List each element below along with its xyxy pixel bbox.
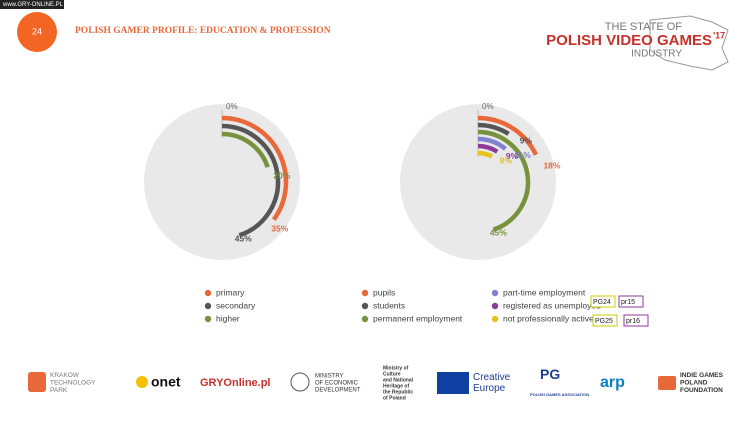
logo-icon (28, 372, 46, 392)
logo-text: OF ECONOMIC (315, 381, 359, 387)
logo-text: the Republic (383, 389, 413, 395)
logo-text: and National (383, 377, 414, 383)
data-label: 18% (543, 160, 560, 170)
tag-box (623, 314, 649, 327)
tag-text: pr15 (621, 299, 635, 306)
legend-label: higher (216, 313, 240, 323)
logo-text: INDIE GAMES (680, 372, 724, 379)
logo-text: Ministry of (383, 365, 409, 371)
logo-text: PG (540, 366, 560, 382)
radial-bar (477, 143, 499, 154)
legend-swatch (204, 315, 212, 323)
legend-swatch (204, 302, 212, 310)
tag-text: PG25 (595, 318, 613, 325)
radial-bar (477, 129, 531, 232)
legend-label: primary (216, 287, 245, 297)
legend-label: students (373, 300, 405, 310)
logo-text: TECHNOLOGY (50, 380, 96, 387)
tick-label: 0% (226, 102, 238, 111)
tag-text: pr16 (626, 318, 640, 325)
tick-label: 0% (482, 102, 494, 111)
logo-line: THE STATE OF (605, 21, 682, 33)
data-label: 20% (273, 171, 290, 181)
logo-icon (658, 376, 676, 390)
logo-text: Creative (473, 372, 511, 383)
radial-bar (477, 136, 507, 151)
tags: PG24 pr15 PG25 pr16 (590, 295, 649, 327)
logo-text: of Poland (383, 395, 406, 401)
logo-text: POLISH GAMES ASSOCIATION (530, 392, 589, 397)
logo-text: FOUNDATION (680, 387, 723, 394)
tag-box (590, 295, 616, 308)
data-label: 11% (514, 150, 531, 160)
legend-swatch (491, 315, 499, 323)
logo-text: MINISTRY (315, 374, 344, 380)
data-label: 9% (506, 151, 519, 161)
logo-text: PARK (50, 387, 68, 394)
data-label: 45% (490, 228, 507, 238)
logo-icon (437, 372, 469, 394)
logo-line: INDUSTRY (631, 49, 682, 60)
legend-swatch (361, 315, 369, 323)
legend-label: registered as unemployed (503, 300, 601, 310)
legend-swatch (491, 302, 499, 310)
logo-text: Europe (473, 383, 506, 394)
legend-label: pupils (373, 287, 395, 297)
legend-swatch (361, 289, 369, 297)
legend-swatch (204, 289, 212, 297)
legend-label: secondary (216, 300, 256, 310)
logo-year: '17 (713, 30, 725, 40)
tag-box (592, 314, 618, 327)
logo-text: KRAKOW (50, 372, 80, 379)
tag-box (618, 295, 644, 308)
poland-outline (649, 15, 729, 71)
radial-bar (477, 150, 494, 159)
logo-text: GRYOnline.pl (200, 377, 271, 389)
logo-text: DEVELOPMENT (315, 388, 361, 394)
logo-main: POLISH VIDEO GAMES (546, 32, 712, 49)
watermark: www.GRY-ONLINE.PL (2, 2, 64, 8)
logo-icon (136, 376, 148, 388)
logo-icon (290, 372, 310, 392)
charts: 0% 35% primary 45% secondary 20% higher 0% 18% pu… (144, 102, 601, 323)
data-label: 45% (235, 234, 252, 244)
data-label: 35% (271, 224, 288, 234)
radial-bar (477, 115, 538, 156)
data-label: 9% (520, 135, 533, 145)
radial-bar (221, 115, 289, 221)
legend-label: permanent employment (373, 313, 463, 323)
page-badge (17, 12, 57, 52)
page-number: 24 (32, 26, 42, 36)
logo-text: Culture (383, 371, 401, 377)
legend-label: not professionally active (503, 313, 594, 323)
logo-text: arp (600, 374, 625, 391)
data-label: 8% (500, 155, 513, 165)
logo-text: onet (151, 374, 181, 390)
watermark-bg (0, 0, 64, 9)
legend-label: part-time employment (503, 287, 586, 297)
radial-bar (221, 123, 281, 238)
slide-title: POLISH GAMER PROFILE: EDUCATION & PROFES… (75, 26, 331, 36)
radial-bar (477, 122, 510, 136)
logo-text: POLAND (680, 380, 708, 387)
legend-swatch (361, 302, 369, 310)
legend-swatch (491, 289, 499, 297)
logo-text: Heritage of (383, 383, 409, 389)
chart-background (400, 104, 556, 260)
tag-text: PG24 (593, 299, 611, 306)
radial-bar (221, 131, 270, 168)
